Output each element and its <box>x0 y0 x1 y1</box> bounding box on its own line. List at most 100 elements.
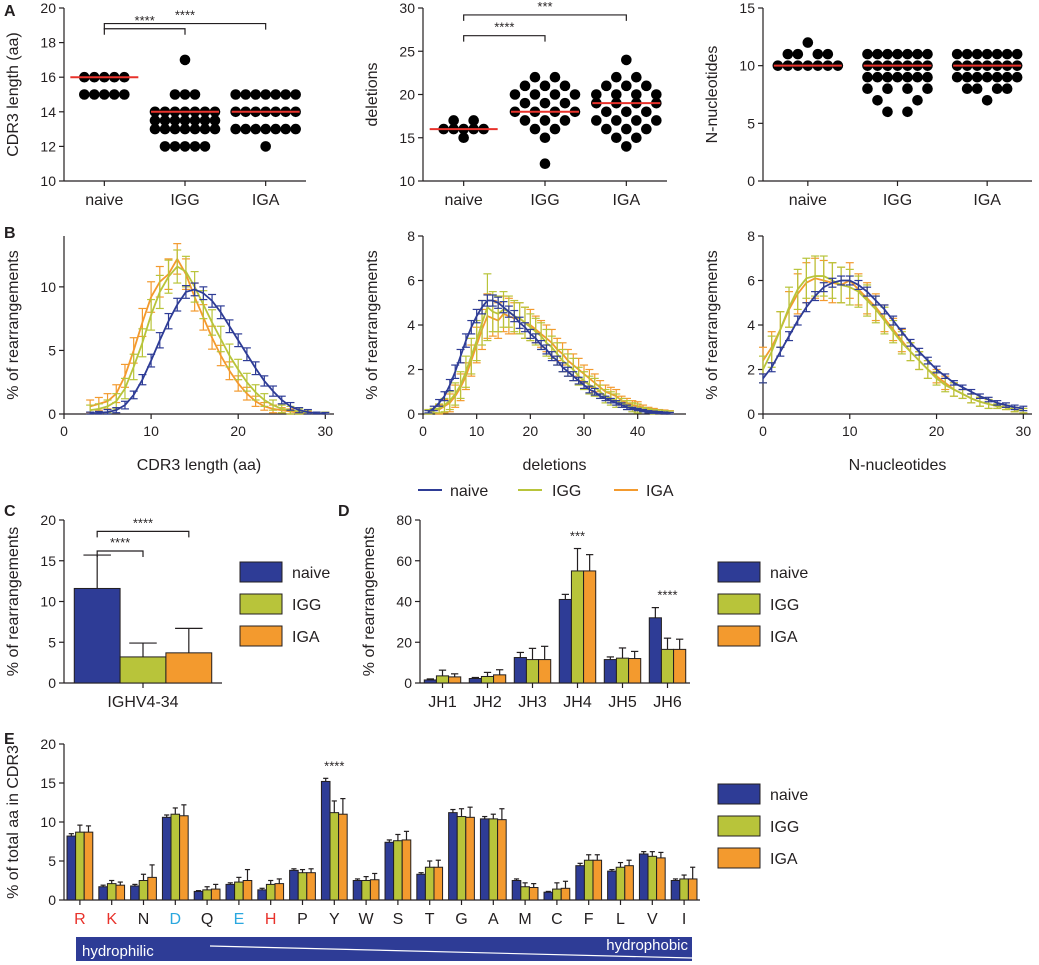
A3-point-IGA <box>991 71 1003 83</box>
A1-point-IGG <box>169 141 181 152</box>
A2-point-IGG <box>559 115 571 126</box>
A1-significance-label: **** <box>175 8 195 23</box>
E-x-tick-label: T <box>425 911 435 928</box>
bar-legend-d: naive IGG IGA <box>717 561 808 647</box>
A2-point-IGA <box>621 141 632 152</box>
A3-point-IGG <box>892 48 903 60</box>
B1-y-tick-label: 5 <box>48 342 56 358</box>
B1-line-IGG <box>89 265 326 415</box>
E-significance-label: **** <box>324 758 344 773</box>
E-x-tick-label: Q <box>201 911 213 928</box>
A1-point-IGA <box>240 89 251 100</box>
C-y-tick-label: 5 <box>48 634 56 650</box>
A1-point-IGG <box>179 123 191 135</box>
B2-line-naive <box>427 299 670 415</box>
C-y-axis-label: % of rearrangements <box>5 527 22 676</box>
A3-point-IGA <box>951 71 963 83</box>
E-x-tick-label: M <box>518 911 531 928</box>
D-bar-IGA <box>448 676 462 684</box>
A1-point-IGA <box>270 123 281 135</box>
E-bar-IGG <box>265 883 276 901</box>
E-x-tick-label: S <box>393 911 404 928</box>
C-bar-IGG <box>119 656 167 684</box>
A3-point-IGA <box>981 48 993 60</box>
A3-point-IGG <box>872 71 883 83</box>
A2-point-naive <box>458 132 469 144</box>
A3-point-IGA <box>971 83 983 95</box>
E-bar-naive <box>416 873 426 901</box>
E-x-tick-label: D <box>170 911 182 928</box>
bar-legend-e: naive IGG IGA <box>717 783 808 869</box>
A3-point-IGA <box>961 83 973 95</box>
A3-point-IGG <box>912 71 923 83</box>
E-x-tick-label: P <box>297 911 308 928</box>
B1-x-tick-label: 30 <box>318 423 334 439</box>
A3-point-IGA <box>1001 71 1013 83</box>
A1-point-IGG <box>159 123 171 135</box>
legend-d-naive-label: naive <box>770 565 808 582</box>
D-x-tick-label: JH2 <box>473 694 502 711</box>
B2-x-tick-label: 20 <box>523 423 539 439</box>
B2-series-naive <box>424 294 674 415</box>
A1-point-IGA <box>230 123 241 135</box>
E-bar-IGG <box>202 889 212 901</box>
A1-point-IGG <box>199 123 211 135</box>
E-bar-IGG <box>615 866 626 901</box>
E-bar-IGA <box>497 819 507 901</box>
E-bar-naive <box>670 880 681 901</box>
A2-x-tick-label: naive <box>445 192 483 209</box>
A2-point-IGG <box>539 115 551 126</box>
A2-point-IGG <box>559 97 571 109</box>
A3-point-IGA <box>991 48 1003 60</box>
A2-point-IGG <box>539 132 551 144</box>
E-x-tick-label: R <box>74 911 86 928</box>
A2-point-IGA <box>651 89 662 100</box>
A2-point-IGA <box>621 106 632 118</box>
A2-point-IGA <box>621 54 632 66</box>
A1-point-IGG <box>149 123 161 135</box>
B2-y-tick-label: 8 <box>407 228 415 244</box>
panel-label-e: E <box>4 731 15 748</box>
A3-point-naive <box>802 37 814 48</box>
A2-point-IGA <box>641 80 652 92</box>
legend-c-naive-swatch <box>239 561 283 583</box>
D-y-tick-label: 20 <box>396 634 412 650</box>
A3-x-tick-label: IGA <box>973 192 1001 209</box>
hydrophilic-label: hydrophilic <box>82 943 154 960</box>
D-y-tick-label: 60 <box>396 553 412 569</box>
B2-x-axis-label: deletions <box>522 457 586 474</box>
legend-c-iga-swatch <box>239 625 283 647</box>
A1-point-IGA <box>290 89 301 100</box>
A2-point-IGA <box>641 106 652 118</box>
E-y-tick-label: 0 <box>48 892 56 908</box>
A2-x-tick-label: IGG <box>530 192 559 209</box>
D-bar-IGG <box>615 657 630 684</box>
chart-b3: 0 2 4 6 8 % of rearrangements 0 10 20 30 N-nucleot… <box>704 228 1032 474</box>
E-x-tick-label: C <box>551 911 563 928</box>
E-bar-IGA <box>274 883 285 901</box>
A1-point-IGA <box>260 141 271 152</box>
E-x-tick-label: V <box>647 911 658 928</box>
E-bar-naive <box>352 880 363 901</box>
legend-d-naive-swatch <box>717 561 761 583</box>
chart-b1: 0 5 10 % of rearrangements 0 10 20 30 CDR3 lengt… <box>5 236 334 474</box>
E-bar-IGA <box>528 887 539 901</box>
E-bar-IGA <box>369 879 380 901</box>
E-bar-IGA <box>560 887 571 901</box>
chart-d: 0 20 40 60 80 % of rearrangements JH1 JH2 JH3 JH4… <box>361 512 690 711</box>
legend-d-igg-swatch <box>717 593 761 615</box>
legend-e-iga-swatch <box>717 847 761 869</box>
A3-y-axis-label: N-nucleotides <box>704 46 721 144</box>
B3-line-naive <box>762 279 1024 410</box>
A1-point-IGG <box>149 115 161 126</box>
E-bar-naive <box>66 835 77 901</box>
E-bar-naive <box>607 870 617 901</box>
A3-point-IGG <box>892 71 903 83</box>
E-bar-naive <box>98 886 108 901</box>
E-bar-IGA <box>433 866 444 901</box>
D-significance-label: *** <box>570 529 585 544</box>
A2-y-tick-label: 20 <box>399 87 415 103</box>
E-bar-IGA <box>338 813 348 901</box>
E-bar-IGG <box>234 881 244 901</box>
A2-point-IGG <box>539 80 551 92</box>
